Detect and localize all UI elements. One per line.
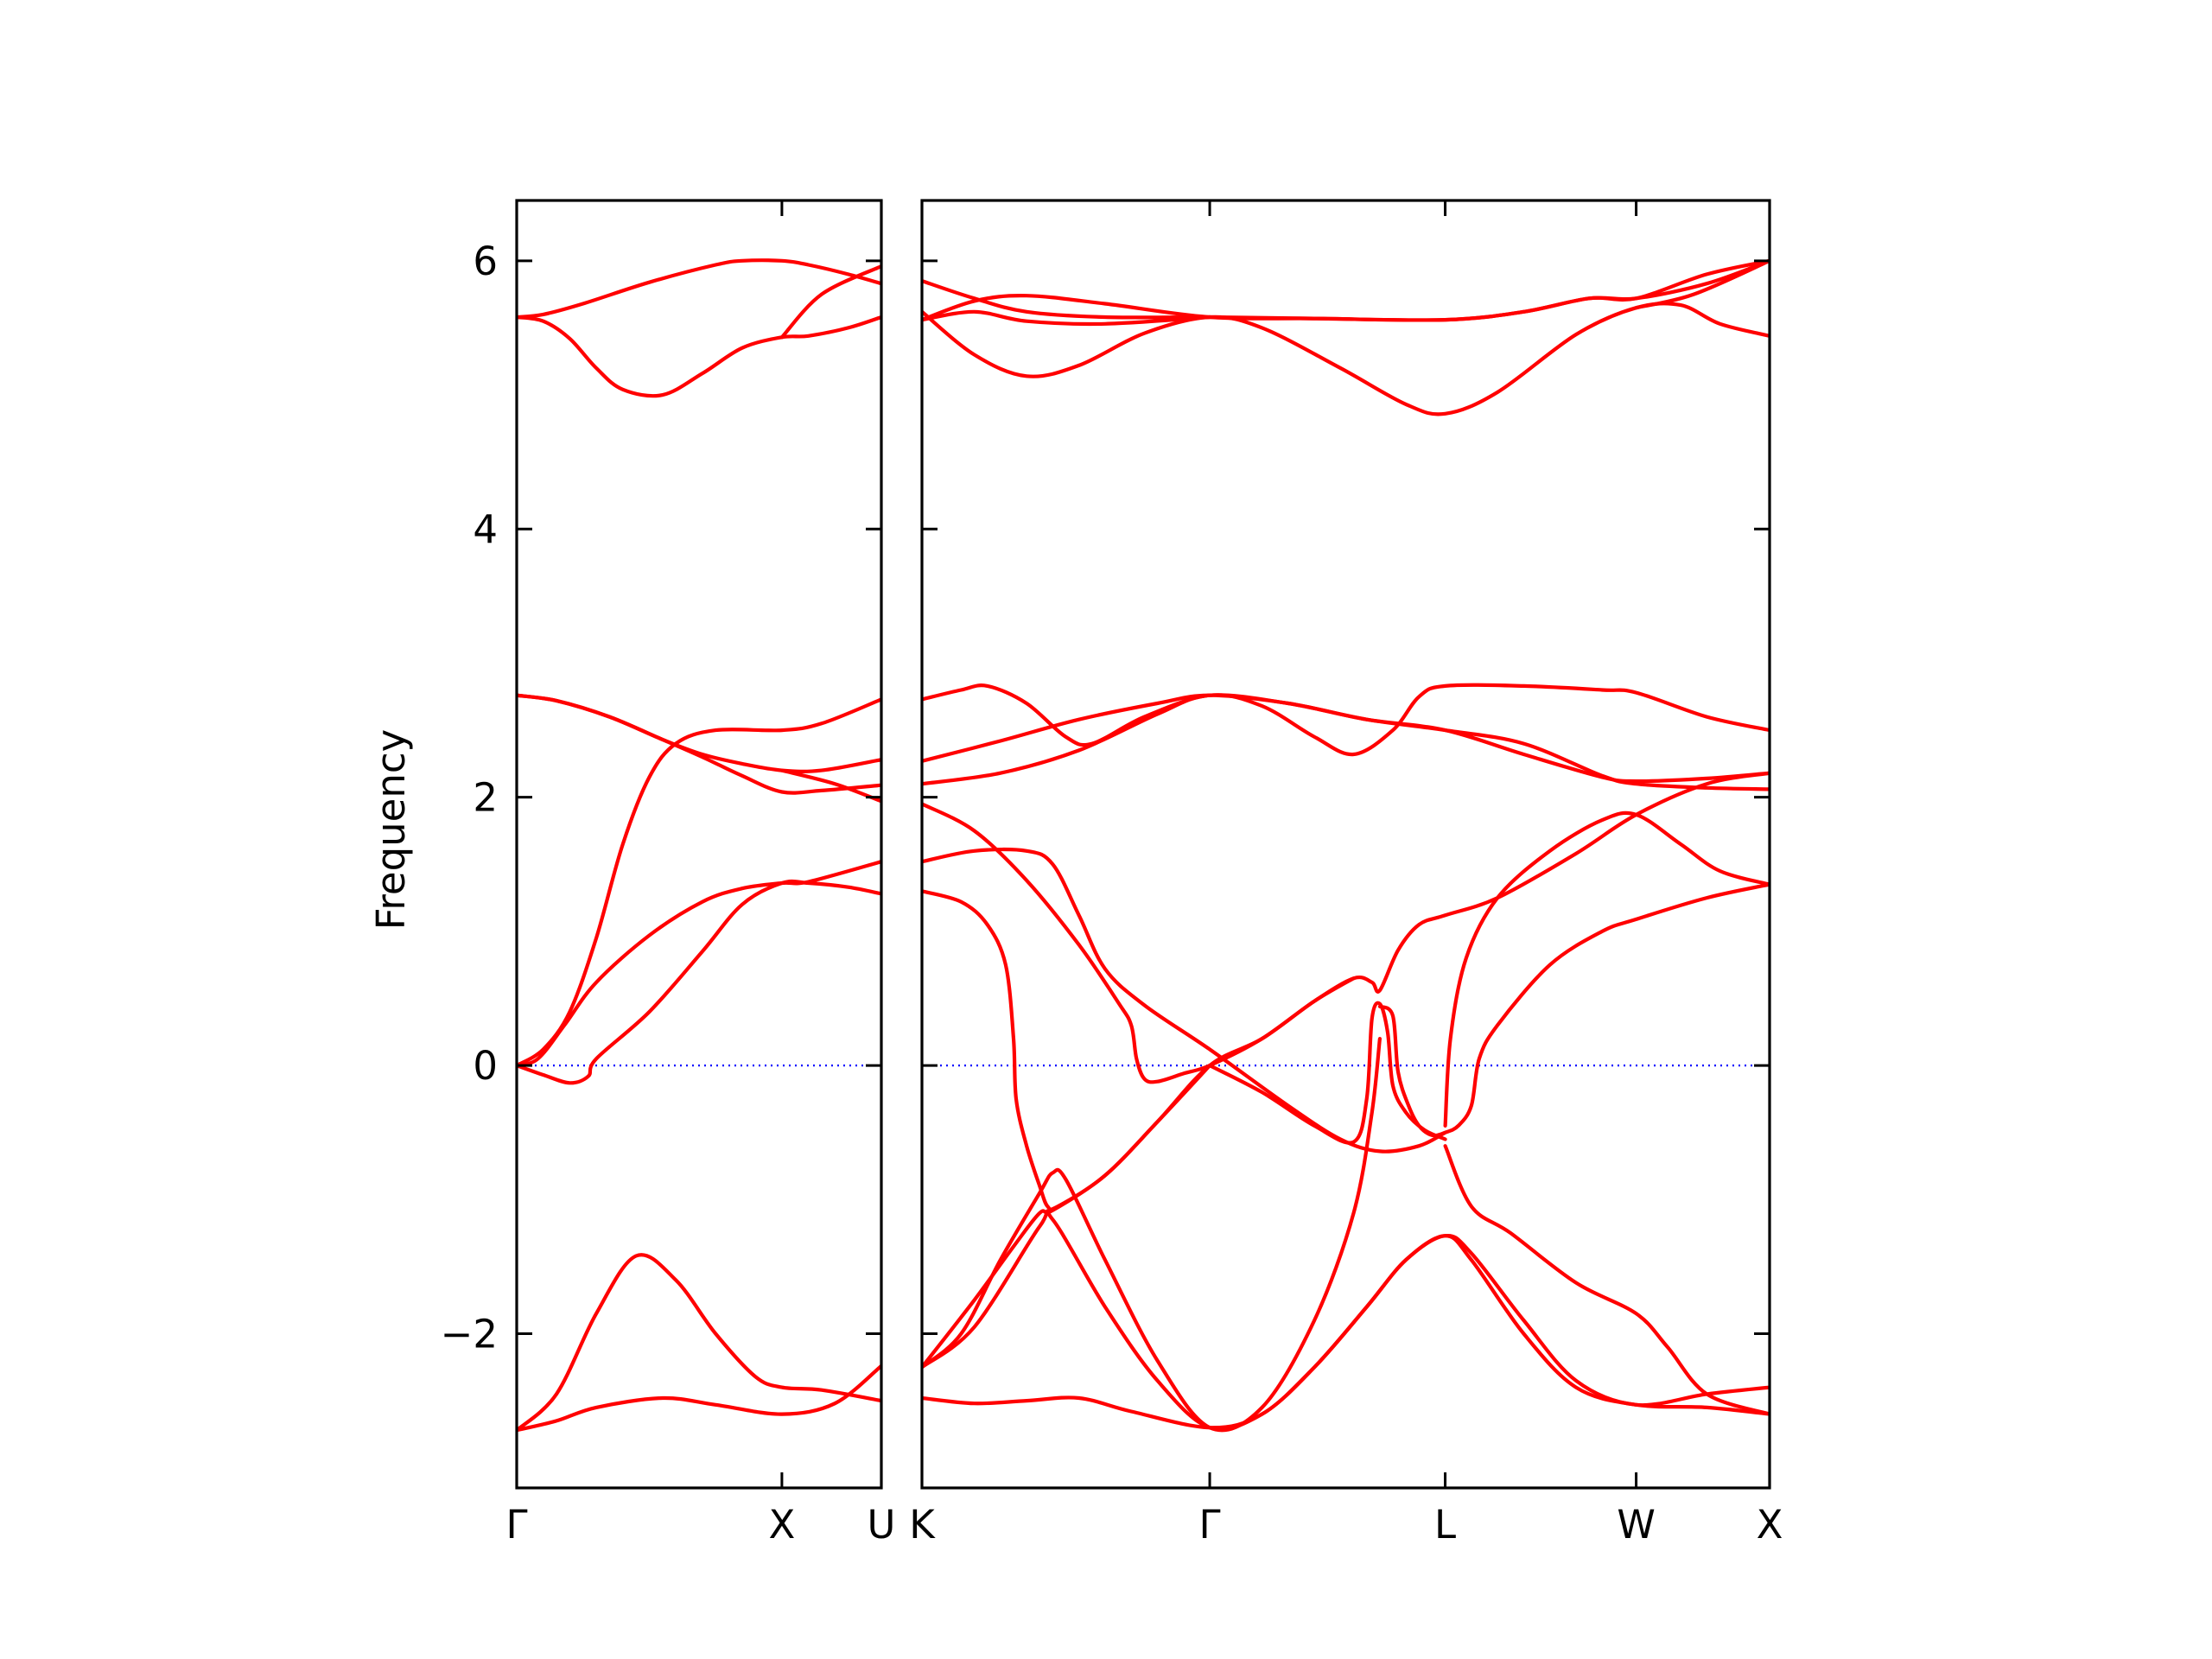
y-tick-label: 2 xyxy=(473,775,498,821)
panel-left-band-7 xyxy=(517,879,881,1085)
y-tick-label: 0 xyxy=(473,1043,498,1089)
panel-right-band-15 xyxy=(1443,1144,1770,1416)
x-tick-label: Γ xyxy=(1199,1502,1221,1548)
panel-right-band-11 xyxy=(922,889,1356,1211)
panel-right-bands xyxy=(922,258,1770,1433)
x-tick-label: K xyxy=(909,1502,936,1548)
panel-left-band-2 xyxy=(517,315,881,398)
x-tick-label: W xyxy=(1617,1502,1656,1548)
x-tick-label: Γ xyxy=(505,1502,527,1548)
y-axis-label: Frequency xyxy=(368,729,414,930)
panel-right-band-14 xyxy=(1443,810,1770,1128)
panel-right-band-13 xyxy=(1208,1001,1447,1145)
x-tick-label: X xyxy=(1757,1502,1783,1548)
y-tick-label: −2 xyxy=(441,1312,498,1357)
x-tick-label: L xyxy=(1434,1502,1456,1548)
panel-right-band-5 xyxy=(1634,258,1770,310)
panel-right-frame xyxy=(920,199,1771,1490)
y-tick-label: 6 xyxy=(473,238,498,284)
panel-right-band-12 xyxy=(1377,882,1770,1138)
x-tick-label: X xyxy=(768,1502,795,1548)
panel-left-band-5 xyxy=(517,697,881,1068)
panel-left-band-9 xyxy=(517,1253,881,1433)
panel-left: −2 0 2 4 6 Γ X U xyxy=(441,199,896,1548)
panel-right-band-18 xyxy=(922,1037,1382,1433)
panel-left-band-11 xyxy=(779,264,881,340)
panel-left-band-1 xyxy=(517,258,881,320)
panel-right-band-6 xyxy=(922,683,1770,757)
panel-right-band-4 xyxy=(922,309,1212,327)
panel-left-frame xyxy=(515,199,883,1490)
panel-left-band-8 xyxy=(517,1363,881,1433)
x-tick-label: U xyxy=(868,1502,896,1548)
panel-right-band-19 xyxy=(922,1234,1770,1430)
panel-right-band-2 xyxy=(922,258,1770,322)
panels: −2 0 2 4 6 Γ X U K Γ L W X xyxy=(441,199,1783,1548)
panel-right-band-9 xyxy=(922,847,1447,1154)
panel-left-band-4 xyxy=(517,693,881,795)
panel-left-bands xyxy=(517,258,881,1433)
y-tick-label: 4 xyxy=(473,506,498,552)
panel-right-band-8 xyxy=(922,693,1770,791)
